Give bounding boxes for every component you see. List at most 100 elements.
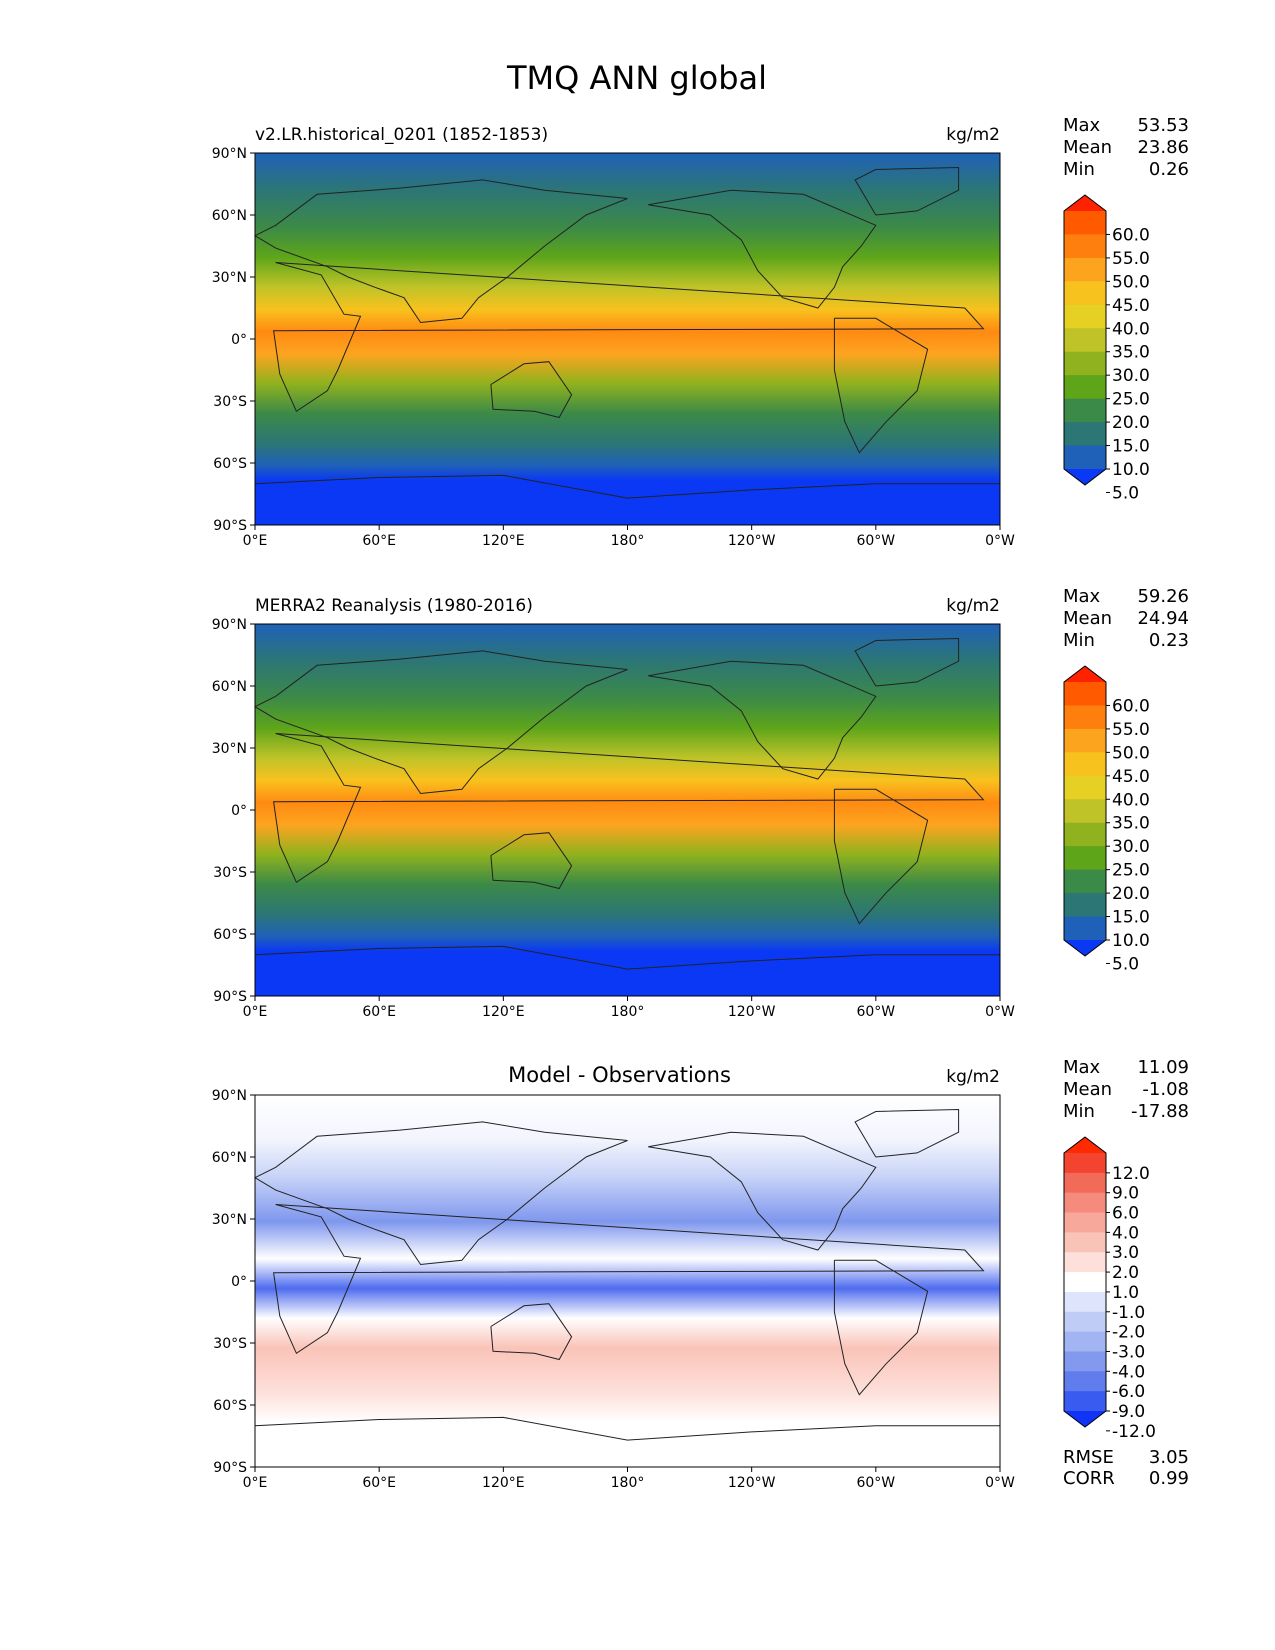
coastline bbox=[854, 166, 960, 216]
colorbar: 12.09.06.04.03.02.01.0-1.0-2.0-3.0-4.0-6… bbox=[1063, 1136, 1156, 1442]
colorbar-segment bbox=[1064, 281, 1106, 306]
panels: 0°E 60°E 120°E 180° 120°W 60°W 0°W 90°N 60°N 30°N… bbox=[212, 115, 1189, 1491]
footer-stat-value: 3.05 bbox=[1149, 1447, 1189, 1468]
colorbar-extend-min bbox=[1064, 940, 1106, 956]
stat-label: Min bbox=[1063, 630, 1095, 651]
map-field bbox=[255, 153, 1000, 525]
stat-value: 23.86 bbox=[1137, 137, 1189, 158]
coastline bbox=[273, 262, 985, 413]
coastline bbox=[254, 179, 628, 324]
colorbar-label: 20.0 bbox=[1112, 413, 1150, 433]
colorbar-label: 10.0 bbox=[1112, 931, 1150, 951]
y-tick-label: 30°S bbox=[213, 865, 247, 881]
colorbar-segment bbox=[1064, 1232, 1106, 1253]
coastline bbox=[833, 788, 929, 925]
colorbar-label: 5.0 bbox=[1112, 954, 1139, 974]
colorbar-label: 35.0 bbox=[1112, 814, 1150, 834]
x-tick-label: 0°E bbox=[243, 1004, 268, 1020]
map-field bbox=[255, 624, 1000, 996]
x-tick-label: 120°W bbox=[728, 533, 776, 549]
colorbar-segment bbox=[1064, 1252, 1106, 1273]
panel-units: kg/m2 bbox=[946, 1067, 1000, 1087]
stat-value: 53.53 bbox=[1137, 115, 1189, 136]
colorbar-segment bbox=[1064, 257, 1106, 282]
colorbar-segment bbox=[1064, 1212, 1106, 1233]
colorbar-segment bbox=[1064, 799, 1106, 824]
coastline bbox=[254, 945, 1000, 970]
colorbar-segment bbox=[1064, 1291, 1106, 1313]
colorbar-segment bbox=[1064, 1272, 1106, 1293]
y-tick-label: 30°S bbox=[213, 394, 247, 410]
coastline bbox=[490, 1303, 573, 1361]
colorbar-segment bbox=[1064, 705, 1106, 730]
colorbar-segment bbox=[1064, 869, 1106, 894]
colorbar-segment bbox=[1064, 893, 1106, 918]
y-tick-label: 60°N bbox=[212, 1150, 247, 1166]
y-tick-label: 0° bbox=[231, 1274, 247, 1290]
colorbar-label: 45.0 bbox=[1112, 767, 1150, 787]
footer-stat-label: CORR bbox=[1063, 1468, 1115, 1489]
footer-stat-value: 0.99 bbox=[1149, 1468, 1189, 1489]
colorbar-label: -3.0 bbox=[1112, 1342, 1145, 1362]
colorbar-label: 35.0 bbox=[1112, 343, 1150, 363]
colorbar-segment bbox=[1064, 752, 1106, 777]
colorbar-label: 1.0 bbox=[1112, 1283, 1139, 1303]
colorbar-segment bbox=[1064, 211, 1106, 235]
y-tick-label: 90°S bbox=[213, 1460, 247, 1476]
x-tick-label: 120°E bbox=[482, 1004, 525, 1020]
stat-value: -1.08 bbox=[1142, 1079, 1189, 1100]
x-tick-label: 60°W bbox=[856, 533, 895, 549]
stat-value: 0.23 bbox=[1149, 630, 1189, 651]
y-tick-label: 90°N bbox=[212, 1088, 247, 1104]
stat-label: Max bbox=[1063, 1057, 1101, 1078]
x-tick-label: 120°W bbox=[728, 1475, 776, 1491]
colorbar-label: 40.0 bbox=[1112, 790, 1150, 810]
x-tick-label: 60°E bbox=[362, 1004, 396, 1020]
colorbar-label: 40.0 bbox=[1112, 319, 1150, 339]
coastline bbox=[490, 361, 573, 419]
y-tick-label: 60°S bbox=[213, 1398, 247, 1414]
colorbar-segment bbox=[1064, 1192, 1106, 1214]
y-tick-label: 90°N bbox=[212, 617, 247, 633]
coastlines bbox=[254, 637, 1000, 970]
colorbar-segment bbox=[1064, 846, 1106, 871]
coastline bbox=[833, 1259, 929, 1396]
coastline bbox=[854, 1108, 960, 1158]
colorbar-label: 9.0 bbox=[1112, 1184, 1139, 1204]
y-tick-label: 90°S bbox=[213, 518, 247, 534]
panel-title-center: Model - Observations bbox=[508, 1063, 731, 1087]
colorbar-segment bbox=[1064, 328, 1106, 353]
colorbar-label: -1.0 bbox=[1112, 1303, 1145, 1323]
stat-value: 59.26 bbox=[1137, 586, 1189, 607]
y-tick-label: 60°N bbox=[212, 679, 247, 695]
y-tick-label: 30°N bbox=[212, 741, 247, 757]
x-tick-label: 0°W bbox=[985, 1004, 1015, 1020]
colorbar: 60.0 55.0 50.0 45.0 40.0 35.0 30.0 25.0 20.0 15.0… bbox=[1063, 665, 1150, 974]
colorbar-extend-max bbox=[1064, 1137, 1106, 1153]
stat-value: 0.26 bbox=[1149, 159, 1189, 180]
coastline bbox=[254, 1121, 628, 1266]
colorbar-label: -12.0 bbox=[1112, 1422, 1156, 1442]
y-tick-label: 60°S bbox=[213, 927, 247, 943]
colorbar-label: 4.0 bbox=[1112, 1223, 1139, 1243]
colorbar-label: 30.0 bbox=[1112, 837, 1150, 857]
colorbar-label: -9.0 bbox=[1112, 1402, 1145, 1422]
colorbar-label: 30.0 bbox=[1112, 366, 1150, 386]
colorbar-label: 25.0 bbox=[1112, 390, 1150, 410]
colorbar-label: 5.0 bbox=[1112, 483, 1139, 503]
colorbar-segment bbox=[1064, 304, 1106, 329]
panel-model: 0°E 60°E 120°E 180° 120°W 60°W 0°W 90°N 60°N 30°N… bbox=[212, 115, 1189, 549]
panel-units: kg/m2 bbox=[946, 125, 1000, 145]
stat-value: 24.94 bbox=[1137, 608, 1189, 629]
colorbar-label: 6.0 bbox=[1112, 1204, 1139, 1224]
colorbar-label: 10.0 bbox=[1112, 460, 1150, 480]
panel-obs: 0°E 60°E 120°E 180° 120°W 60°W 0°W 90°N 60°N 30°N… bbox=[212, 586, 1189, 1020]
colorbar-extend-min bbox=[1064, 469, 1106, 485]
colorbar-label: 20.0 bbox=[1112, 884, 1150, 904]
colorbar-segment bbox=[1064, 422, 1106, 447]
x-tick-label: 120°E bbox=[482, 533, 525, 549]
x-tick-label: 120°E bbox=[482, 1475, 525, 1491]
stat-value: 11.09 bbox=[1137, 1057, 1189, 1078]
y-tick-label: 30°N bbox=[212, 270, 247, 286]
